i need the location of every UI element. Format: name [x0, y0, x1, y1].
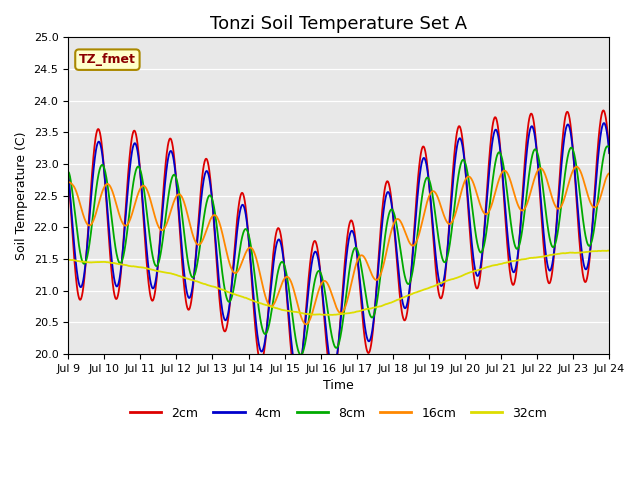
Legend: 2cm, 4cm, 8cm, 16cm, 32cm: 2cm, 4cm, 8cm, 16cm, 32cm [125, 402, 552, 424]
X-axis label: Time: Time [323, 379, 354, 392]
Y-axis label: Soil Temperature (C): Soil Temperature (C) [15, 132, 28, 260]
Title: Tonzi Soil Temperature Set A: Tonzi Soil Temperature Set A [210, 15, 467, 33]
Text: TZ_fmet: TZ_fmet [79, 53, 136, 66]
